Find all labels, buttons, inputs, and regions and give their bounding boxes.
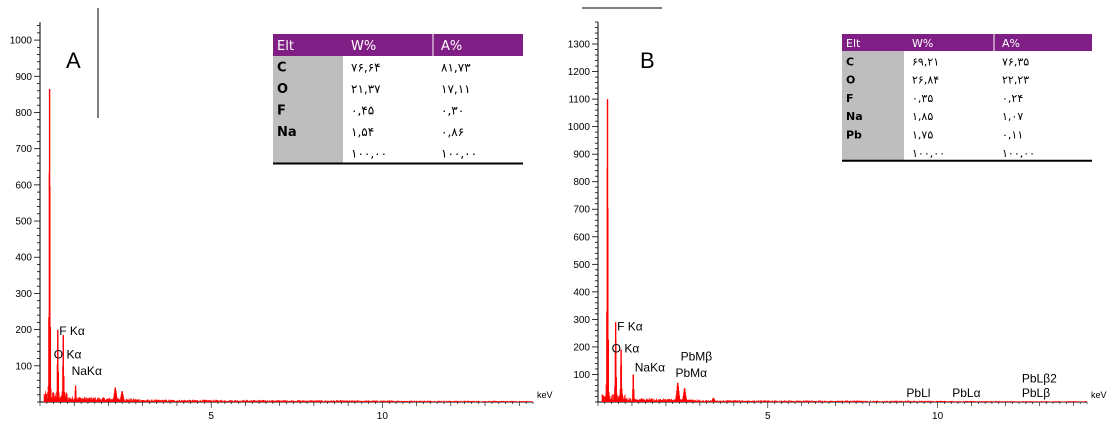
table-element-cell: F — [277, 104, 286, 119]
table-header-cell: A% — [441, 39, 462, 54]
table-value-cell: ۰,۳۵ — [912, 92, 933, 105]
y-tick-label: 1100 — [568, 95, 590, 106]
table-element-cell: C — [277, 61, 287, 76]
y-tick-label: 1000 — [10, 36, 33, 47]
peak-label: NaKα — [72, 364, 102, 378]
table-value-cell: ۸۱,۷۳ — [441, 61, 471, 75]
spectrum-line — [43, 89, 534, 402]
spectrum-panel-b: 100 200 300 400 500 600 700 800 900 1000 1100 1200 1… — [568, 7, 1107, 421]
panel-label: B — [640, 48, 655, 73]
peak-label: PbMα — [676, 366, 708, 380]
x-tick-label: 5 — [765, 411, 771, 421]
table-value-cell: ۲۱,۳۷ — [351, 82, 381, 96]
table-header-cell: W% — [912, 37, 933, 50]
table-value-cell: ۱,۰۷ — [1002, 110, 1023, 123]
table-value-cell: ۰,۲۴ — [1002, 92, 1023, 105]
spectrum-trace — [601, 100, 1087, 402]
x-tick-label: 10 — [377, 411, 389, 421]
peak-label: F Kα — [617, 319, 643, 333]
peak-label: NaKα — [635, 361, 665, 375]
table-value-cell: ۲۶,۸۴ — [912, 74, 939, 87]
peak-label: O Kα — [612, 341, 640, 355]
y-tick-label: 200 — [573, 342, 590, 353]
table-header-cell: A% — [1002, 37, 1020, 50]
table-value-cell: ۰,۴۵ — [351, 104, 374, 118]
table-element-cell: O — [846, 74, 855, 87]
peak-label: F Kα — [59, 324, 85, 338]
table-value-cell: ۱,۸۵ — [912, 110, 933, 123]
x-unit-label: keV — [537, 390, 553, 400]
peak-label: PbLl — [906, 386, 930, 400]
table-value-cell: ۱,۷۵ — [912, 129, 933, 142]
table-body — [343, 56, 523, 164]
x-tick-label: 10 — [932, 411, 944, 421]
spectrum-panel-a: 100 200 300 400 500 600 700 800 900 1000 5 10 keV A F … — [10, 8, 553, 421]
y-tick-label: 900 — [573, 150, 590, 161]
y-tick-label: 500 — [15, 217, 32, 228]
table-value-cell: ۷۶,۳۵ — [1002, 55, 1029, 68]
table-element-column — [842, 51, 904, 161]
table-element-cell: O — [277, 82, 288, 97]
table-value-cell: ۱۰۰,۰۰ — [351, 147, 387, 161]
x-unit-label: keV — [1091, 390, 1107, 400]
table-element-cell: Na — [846, 110, 863, 123]
y-tick-label: 100 — [573, 370, 590, 381]
table-value-cell: ۲۲,۲۳ — [1002, 74, 1029, 87]
y-tick-label: 800 — [573, 177, 590, 188]
table-value-cell: ۶۹,۲۱ — [912, 55, 939, 68]
peak-label: O Kα — [54, 348, 82, 362]
table-header-cell: W% — [351, 39, 376, 54]
y-tick-label: 200 — [15, 325, 32, 336]
y-tick-label: 100 — [15, 361, 32, 372]
peak-label: PbLβ2 — [1022, 372, 1057, 386]
y-tick-label: 600 — [573, 232, 590, 243]
table-value-cell: ۰,۳۰ — [441, 104, 464, 118]
table-header-cell: Elt — [846, 37, 861, 50]
y-tick-label: 400 — [573, 287, 590, 298]
table-element-column — [273, 56, 343, 164]
table-header-cell: Elt — [277, 39, 294, 54]
table-value-cell: ۱۰۰,۰۰ — [441, 147, 477, 161]
table-value-cell: ۱۷,۱۱ — [441, 82, 471, 96]
table-value-cell: ۱۰۰,۰۰ — [1002, 147, 1035, 160]
y-tick-label: 900 — [15, 72, 32, 83]
y-tick-label: 400 — [15, 253, 32, 264]
table-element-cell: C — [846, 55, 854, 68]
y-tick-label: 600 — [15, 180, 32, 191]
table-value-cell: ۰,۱۱ — [1002, 129, 1023, 142]
panel-label: A — [66, 48, 81, 73]
spectrum-trace — [43, 89, 534, 402]
table-value-cell: ۰,۸۶ — [441, 125, 464, 139]
peak-label: PbLβ — [1022, 386, 1050, 400]
table-value-cell: ۱,۵۴ — [351, 125, 374, 139]
x-tick-label: 5 — [208, 411, 214, 421]
table-header-bar — [273, 34, 523, 56]
y-tick-label: 1200 — [568, 67, 591, 78]
y-tick-label: 700 — [15, 144, 32, 155]
table-element-cell: Pb — [846, 129, 862, 142]
table-value-cell: ۱۰۰,۰۰ — [912, 147, 945, 160]
y-tick-label: 300 — [15, 289, 32, 300]
table-value-cell: ۷۶,۶۴ — [351, 61, 381, 75]
peak-label: PbMβ — [681, 350, 713, 364]
spectrum-line — [601, 100, 1087, 402]
y-tick-label: 500 — [573, 260, 590, 271]
composition-table: Elt W% A% C ۷۶,۶۴ ۸۱,۷۳ O ۲۱,۳۷ ۱۷,۱۱ F ۰,۴۵ ۰,۳۰ Na… — [273, 34, 523, 165]
table-element-cell: Na — [277, 125, 297, 140]
y-tick-label: 1000 — [568, 122, 591, 133]
table-header-bar — [842, 34, 1092, 51]
y-tick-label: 300 — [573, 315, 590, 326]
peak-label: PbLα — [952, 386, 980, 400]
y-tick-label: 1300 — [568, 40, 591, 51]
y-tick-label: 800 — [15, 108, 32, 119]
composition-table: Elt W% A% C ۶۹,۲۱ ۷۶,۳۵ O ۲۶,۸۴ ۲۲,۲۳ F ۰,۳۵ ۰,۲۴ Na… — [842, 34, 1092, 162]
table-body — [904, 51, 1092, 161]
y-tick-label: 700 — [573, 205, 590, 216]
table-element-cell: F — [846, 92, 854, 105]
